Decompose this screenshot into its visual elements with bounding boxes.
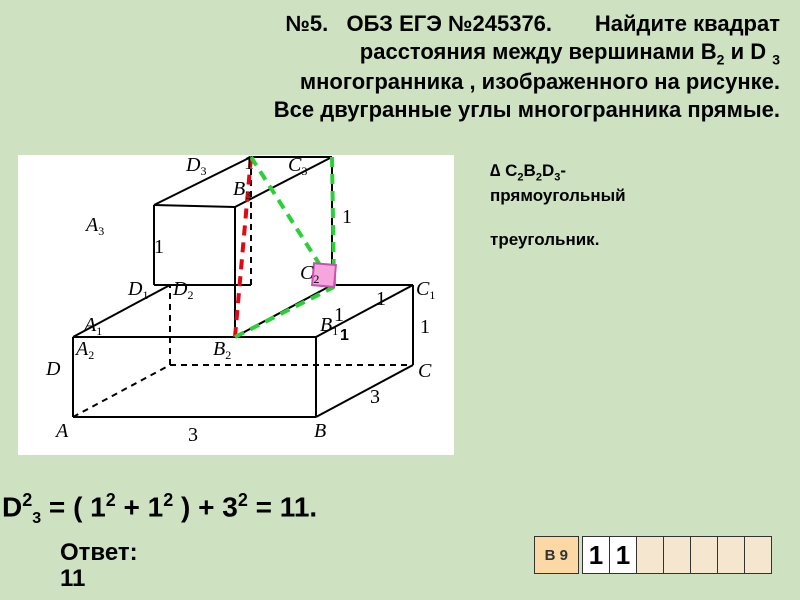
vertex-label: B2	[213, 338, 231, 362]
vertex-label: B	[314, 420, 326, 442]
answer-cell[interactable]	[690, 536, 718, 574]
edge-length-label: 1	[244, 155, 254, 174]
hint-text: ∆ С2В2D3- прямоугольный треугольник.	[490, 160, 626, 251]
edge-length-label: 1	[420, 316, 430, 338]
edge-length-label: 1	[376, 288, 386, 310]
slide: №5. ОБЗ ЕГЭ №245376. Найдите квадрат рас…	[0, 0, 800, 600]
answer-input-box: В 9 11	[534, 536, 772, 574]
vertex-label: D2	[172, 278, 193, 302]
vertex-label: A2	[74, 338, 94, 362]
polyhedron-svg: ABCDA1B1C1D1A2B2C2D2A3B3C3D3 33111111	[18, 155, 454, 455]
formula: D23 = ( 12 + 12 ) + 32 = 11.	[2, 490, 317, 528]
answer-cell[interactable]: 1	[582, 536, 610, 574]
answer-cells: 11	[583, 536, 772, 574]
vertex-label: D3	[185, 155, 206, 178]
answer-cell[interactable]	[663, 536, 691, 574]
problem-statement: №5. ОБЗ ЕГЭ №245376. Найдите квадрат рас…	[38, 10, 780, 123]
answer-cell[interactable]	[636, 536, 664, 574]
vertex-label: A1	[82, 314, 102, 338]
vertex-label: C3	[288, 155, 307, 178]
edge-length-label: 3	[188, 424, 198, 446]
vertex-label: A	[54, 420, 69, 442]
edge-length-label: 3	[370, 386, 380, 408]
vertex-label: C1	[416, 278, 435, 302]
answer-text: Ответ: 11	[60, 540, 138, 593]
edge-length-label: 1	[342, 206, 352, 228]
answer-cell[interactable]	[717, 536, 745, 574]
vertex-label: A3	[84, 214, 104, 238]
vertex-label: C	[418, 360, 432, 382]
answer-cell[interactable]: 1	[609, 536, 637, 574]
answer-cell[interactable]	[744, 536, 772, 574]
answer-box-label: В 9	[534, 536, 579, 574]
vertex-label: D1	[127, 278, 148, 302]
diagram: ABCDA1B1C1D1A2B2C2D2A3B3C3D3 33111111 1	[18, 155, 454, 455]
extra-one-label: 1	[340, 327, 349, 345]
edge-length-label: 1	[154, 236, 164, 258]
vertex-label: D	[45, 358, 61, 380]
edge-length-label: 1	[334, 304, 344, 326]
